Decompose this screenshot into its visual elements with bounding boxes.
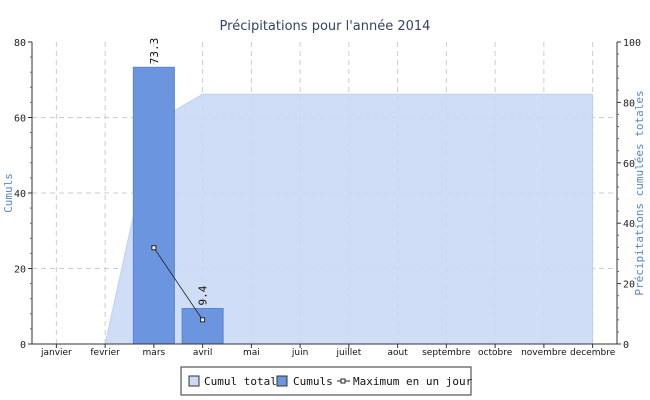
x-tick-label-juillet: juillet — [335, 348, 361, 358]
series-line-maximum-en-un-jour — [153, 247, 203, 321]
left-tick-label: 80 — [14, 38, 26, 49]
legend-label-cumuls: Cumuls — [293, 375, 333, 388]
x-axis-ticks: janvier fevrier mars avril mai juin juillet aou… — [40, 344, 616, 358]
x-tick-label-mars: mars — [143, 348, 166, 358]
x-tick-label-novembre: novembre — [521, 348, 567, 358]
right-axis-label: Précipitations cumulées totales — [633, 90, 646, 295]
legend: Cumul total Cumuls Maximum en un jour — [180, 366, 473, 396]
right-tick-label: 40 — [623, 219, 635, 230]
left-axis-ticks: 0 20 40 60 80 — [14, 38, 32, 351]
legend-marker-maximum — [340, 378, 346, 384]
right-tick-label: 100 — [623, 38, 641, 49]
x-tick-label-aout: aout — [387, 348, 408, 358]
left-tick-label: 20 — [14, 265, 26, 276]
x-tick-label-mai: mai — [243, 348, 260, 358]
bar-data-label-avril: 9.4 — [197, 285, 210, 305]
legend-swatch-cumul-total — [188, 375, 200, 387]
left-axis-label: Cumuls — [2, 173, 15, 213]
x-tick-label-decembre: decembre — [570, 348, 616, 358]
cumuls-bar-layer: 73.3 9.4 — [132, 38, 224, 345]
maximum-line-layer — [151, 245, 206, 323]
bar-mars — [132, 66, 175, 345]
x-tick-label-janvier: janvier — [40, 348, 72, 358]
x-tick-label-avril: avril — [193, 348, 213, 358]
point-maximum-mars — [151, 245, 157, 251]
x-tick-label-octobre: octobre — [478, 348, 513, 358]
right-tick-label: 60 — [623, 159, 635, 170]
bar-avril — [181, 308, 224, 345]
legend-label-maximum: Maximum en un jour — [353, 375, 473, 388]
x-tick-label-juin: juin — [291, 348, 308, 358]
right-tick-label: 0 — [623, 340, 629, 351]
right-tick-label: 80 — [623, 98, 635, 109]
legend-label-cumul-total: Cumul total — [204, 375, 277, 388]
bar-data-label-mars: 73.3 — [148, 38, 161, 65]
right-tick-label: 20 — [623, 280, 635, 291]
left-tick-label: 60 — [14, 114, 26, 125]
point-maximum-avril — [200, 317, 206, 323]
legend-swatch-cumuls — [276, 375, 288, 387]
x-tick-label-fevrier: fevrier — [90, 348, 120, 358]
left-tick-label: 0 — [20, 340, 26, 351]
chart-title: Précipitations pour l'année 2014 — [220, 19, 431, 34]
x-tick-label-septembre: septembre — [422, 348, 471, 358]
right-axis-ticks: 0 20 40 60 80 100 — [617, 38, 641, 351]
left-tick-label: 40 — [14, 189, 26, 200]
legend-box — [180, 366, 472, 396]
